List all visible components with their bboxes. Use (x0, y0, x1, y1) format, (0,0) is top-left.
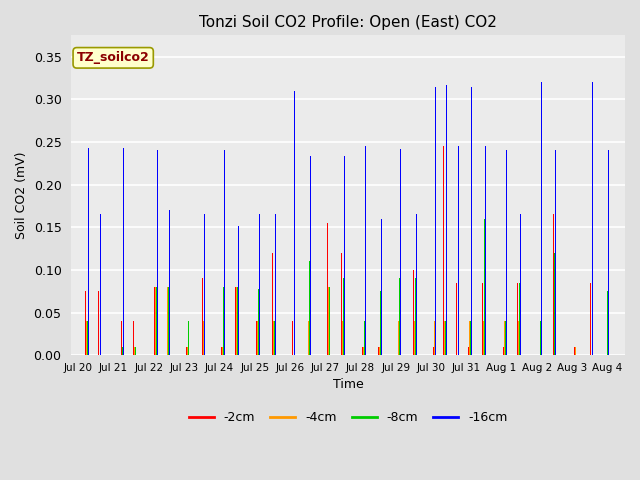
Bar (258, 288, 259, 355)
Bar (187, 347, 188, 355)
Bar (483, 321, 484, 355)
Bar (309, 262, 310, 355)
Bar (504, 321, 505, 355)
Bar (518, 321, 519, 355)
Bar (273, 321, 274, 355)
Bar (86, 321, 87, 355)
Bar (328, 287, 329, 355)
Bar (469, 321, 470, 355)
Bar (608, 151, 609, 355)
Bar (343, 278, 344, 355)
Bar (482, 283, 483, 355)
Bar (458, 146, 460, 355)
Y-axis label: Soil CO2 (mV): Soil CO2 (mV) (15, 152, 28, 239)
Bar (100, 215, 101, 355)
Bar (591, 283, 593, 355)
Bar (87, 321, 88, 355)
Bar (275, 215, 276, 355)
Bar (397, 287, 398, 355)
Text: TZ_soilco2: TZ_soilco2 (77, 51, 150, 64)
Bar (503, 347, 504, 355)
Bar (505, 321, 506, 355)
Bar (122, 347, 124, 355)
Bar (155, 287, 156, 355)
Bar (445, 321, 446, 355)
Bar (414, 321, 415, 355)
Bar (292, 321, 293, 355)
Bar (204, 215, 205, 355)
Bar (224, 151, 225, 355)
Bar (156, 287, 157, 355)
Bar (186, 347, 187, 355)
Bar (222, 347, 223, 355)
Bar (166, 287, 167, 355)
Bar (308, 321, 309, 355)
Bar (471, 86, 472, 355)
Bar (539, 321, 540, 355)
Bar (607, 291, 608, 355)
Bar (257, 321, 258, 355)
Bar (506, 151, 507, 355)
Bar (134, 347, 135, 355)
Bar (88, 148, 89, 355)
Bar (446, 85, 447, 355)
Bar (121, 321, 122, 355)
Bar (444, 321, 445, 355)
Bar (329, 287, 330, 355)
Bar (379, 347, 380, 355)
Bar (341, 253, 342, 355)
Bar (342, 321, 343, 355)
Bar (364, 321, 365, 355)
Bar (135, 347, 136, 355)
Bar (274, 321, 275, 355)
Bar (413, 270, 414, 355)
Bar (456, 321, 458, 355)
Bar (575, 291, 577, 355)
Bar (85, 291, 86, 355)
Bar (434, 321, 435, 355)
Title: Tonzi Soil CO2 Profile: Open (East) CO2: Tonzi Soil CO2 Profile: Open (East) CO2 (199, 15, 497, 30)
Bar (236, 287, 237, 355)
X-axis label: Time: Time (333, 378, 364, 391)
Bar (541, 82, 542, 355)
Bar (520, 215, 521, 355)
Bar (553, 215, 554, 355)
Bar (238, 226, 239, 355)
Bar (327, 223, 328, 355)
Bar (605, 347, 607, 355)
Bar (154, 287, 155, 355)
Bar (98, 291, 99, 355)
Bar (168, 287, 169, 355)
Bar (223, 287, 224, 355)
Bar (259, 215, 260, 355)
Bar (202, 278, 203, 355)
Bar (399, 278, 400, 355)
Bar (133, 321, 134, 355)
Bar (433, 347, 434, 355)
Bar (203, 321, 204, 355)
Bar (540, 321, 541, 355)
Bar (415, 278, 416, 355)
Bar (378, 347, 379, 355)
Bar (590, 283, 591, 355)
Bar (485, 146, 486, 355)
Bar (400, 149, 401, 355)
Bar (519, 283, 520, 355)
Bar (468, 347, 469, 355)
Bar (363, 347, 364, 355)
Bar (435, 86, 436, 355)
Bar (294, 91, 295, 355)
Bar (169, 210, 170, 355)
Bar (237, 287, 238, 355)
Bar (416, 215, 417, 355)
Legend: -2cm, -4cm, -8cm, -16cm: -2cm, -4cm, -8cm, -16cm (184, 406, 513, 429)
Bar (188, 321, 189, 355)
Bar (221, 347, 222, 355)
Bar (554, 253, 556, 355)
Bar (362, 347, 363, 355)
Bar (380, 291, 381, 355)
Bar (574, 347, 575, 355)
Bar (310, 156, 311, 355)
